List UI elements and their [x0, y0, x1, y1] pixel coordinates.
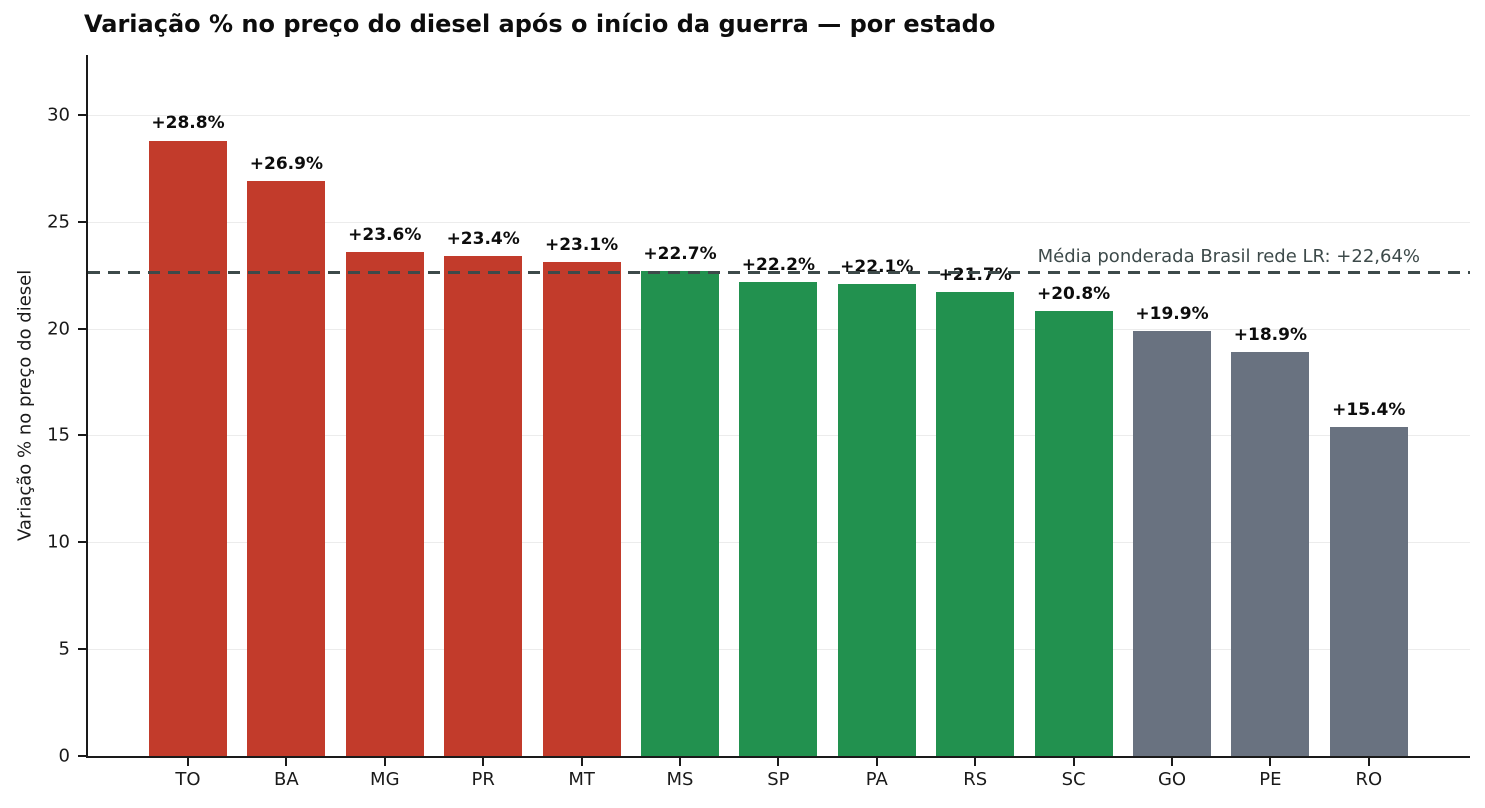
y-tick-mark	[78, 541, 86, 544]
x-tick-mark	[187, 758, 189, 766]
y-tick-mark	[78, 755, 86, 757]
plot-area: 0 5 10 15 20 25 30 +28.8% TO +26.9% BA +23.6% MG +23.…	[47, 55, 1470, 790]
bar-GO	[1133, 330, 1211, 756]
x-tick-label-MG: MG	[370, 769, 400, 790]
y-tick-mark	[78, 113, 86, 116]
bar-value-label: +26.9%	[249, 154, 323, 175]
x-tick-label-SC: SC	[1061, 769, 1086, 790]
x-tick-label-BA: BA	[274, 769, 299, 790]
gridline	[88, 221, 1470, 223]
bar-RS	[936, 292, 1015, 756]
y-tick-label: 25	[47, 211, 70, 233]
x-tick-label-RS: RS	[963, 769, 988, 790]
gridline	[88, 114, 1470, 116]
bar-TO	[149, 140, 227, 756]
x-tick-mark	[777, 758, 780, 766]
y-axis-spine	[86, 55, 88, 756]
bar-value-label: +19.9%	[1135, 303, 1209, 324]
bar-MT	[542, 262, 621, 756]
x-tick-label-SP: SP	[767, 769, 790, 790]
bar-PR	[444, 255, 523, 756]
y-tick-label: 5	[58, 638, 70, 660]
y-tick-label: 15	[47, 424, 70, 446]
bar-MG	[345, 251, 424, 756]
x-tick-label-PR: PR	[471, 769, 495, 790]
x-tick-mark	[482, 758, 485, 766]
x-tick-label-RO: RO	[1355, 769, 1383, 790]
y-tick-label: 10	[47, 531, 70, 553]
y-tick-mark	[78, 220, 86, 223]
bar-RO	[1329, 426, 1408, 756]
x-axis-spine	[86, 756, 1470, 758]
y-tick-mark	[78, 648, 86, 651]
x-tick-mark	[580, 758, 583, 766]
bar-value-label: +23.6%	[348, 224, 422, 245]
x-tick-mark	[285, 758, 288, 766]
x-tick-mark	[679, 758, 681, 766]
bar-PA	[837, 283, 916, 756]
bar-value-label: +15.4%	[1332, 399, 1406, 420]
bar-value-label: +23.1%	[544, 235, 619, 256]
y-tick-label: 20	[47, 318, 70, 340]
bar-value-label: +22.7%	[643, 243, 717, 264]
y-tick-mark	[78, 434, 86, 437]
bar-value-label: +20.8%	[1036, 284, 1111, 305]
x-tick-label-GO: GO	[1157, 769, 1187, 790]
x-tick-mark	[974, 758, 977, 766]
y-tick-label: 30	[47, 104, 70, 126]
bar-SC	[1034, 311, 1113, 756]
x-tick-label-PA: PA	[865, 769, 888, 790]
x-tick-label-TO: TO	[175, 769, 201, 790]
x-tick-mark	[875, 758, 878, 766]
y-tick-mark	[78, 327, 86, 330]
bar-value-label: +21.7%	[938, 265, 1012, 286]
bar-value-label: +28.8%	[151, 113, 225, 134]
bar-value-label: +18.9%	[1233, 325, 1307, 346]
bar-SP	[739, 281, 818, 756]
x-tick-label-MT: MT	[568, 769, 595, 790]
x-tick-label-MS: MS	[666, 769, 694, 790]
bar-MS	[641, 270, 719, 756]
x-tick-label-PE: PE	[1259, 769, 1282, 790]
x-tick-mark	[383, 758, 386, 766]
x-tick-mark	[1269, 758, 1272, 766]
x-tick-mark	[1171, 758, 1173, 766]
x-tick-mark	[1072, 758, 1075, 766]
chart-title: Variação % no preço do diesel após o iní…	[84, 10, 996, 38]
bar-value-label: +23.4%	[446, 228, 520, 249]
y-tick-label: 0	[58, 745, 70, 767]
reference-line	[88, 271, 1470, 275]
bar-BA	[247, 181, 326, 756]
x-tick-mark	[1367, 758, 1370, 766]
bar-PE	[1231, 352, 1310, 756]
bar-value-label: +22.2%	[741, 254, 815, 275]
reference-line-label: Média ponderada Brasil rede LR: +22,64%	[1037, 246, 1420, 268]
